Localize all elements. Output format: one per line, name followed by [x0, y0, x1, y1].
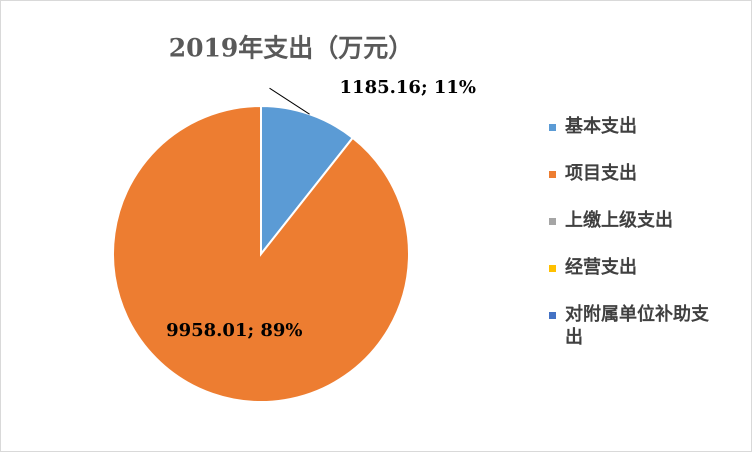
legend-label: 经营支出	[565, 257, 637, 278]
legend-swatch	[549, 171, 556, 178]
legend-item: 上缴上级支出	[549, 209, 721, 232]
legend-label: 基本支出	[565, 116, 637, 137]
legend: 基本支出项目支出上缴上级支出 经营支出对附属单位补助支出	[549, 115, 721, 373]
legend-swatch	[549, 312, 556, 319]
legend-item: 基本支出	[549, 115, 721, 138]
data-label: 9958.01; 89%	[166, 320, 302, 341]
legend-swatch	[549, 265, 556, 272]
legend-label: 上缴上级支出	[565, 210, 673, 231]
data-label: 1185.16; 11%	[340, 77, 476, 98]
chart-title: 2019年支出（万元）	[169, 34, 414, 63]
leader-line	[269, 87, 310, 115]
legend-label: 对附属单位补助支出	[565, 304, 709, 348]
legend-swatch	[549, 124, 556, 131]
legend-item: 经营支出	[549, 256, 721, 279]
legend-item: 对附属单位补助支出	[549, 303, 721, 349]
legend-item: 项目支出	[549, 162, 721, 185]
legend-swatch	[549, 218, 556, 225]
legend-label: 项目支出	[565, 163, 637, 184]
